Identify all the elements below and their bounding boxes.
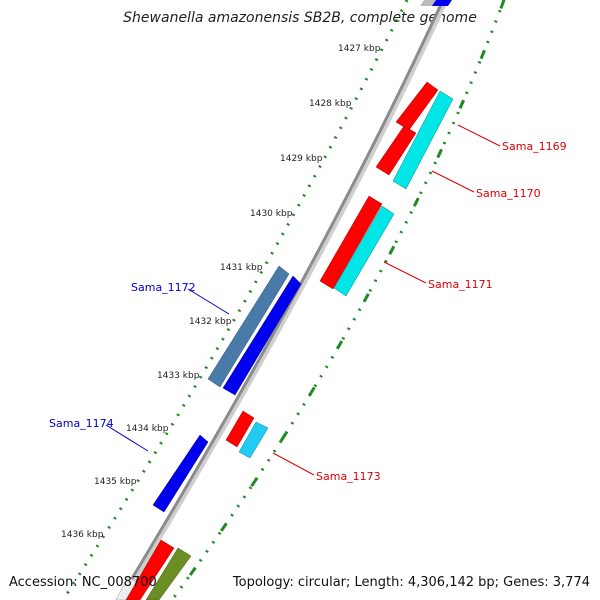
kbp-tick-label: 1429 kbp [280, 154, 323, 164]
leader-sama-1173 [272, 452, 315, 476]
kbp-ticks: 1427 kbp 1428 kbp 1429 kbp 1430 kbp 1431… [61, 44, 381, 540]
gene-label-sama-1174: Sama_1174 [49, 417, 114, 430]
outer-tick-ruler-major [170, 0, 506, 600]
kbp-tick-label: 1433 kbp [157, 371, 200, 381]
kbp-tick-label: 1428 kbp [309, 99, 352, 109]
map-title: Shewanella amazonensis SB2B, complete ge… [123, 10, 477, 26]
gene-sama-1173-red [225, 410, 255, 448]
kbp-tick-label: 1434 kbp [126, 424, 169, 434]
gene-bottom-red [125, 539, 175, 600]
kbp-tick-label: 1435 kbp [94, 477, 137, 487]
gene-label-sama-1173: Sama_1173 [316, 470, 381, 483]
gene-label-sama-1170: Sama_1170 [476, 187, 541, 200]
leader-sama-1169 [457, 124, 501, 147]
gene-sama-1171-red [319, 195, 383, 290]
leader-sama-1174 [105, 424, 149, 452]
gene-bottom-olive [145, 547, 192, 600]
gene-sama-1172 [207, 265, 290, 388]
gene-sama-1169b [375, 125, 417, 176]
kbp-tick-label: 1432 kbp [189, 317, 232, 327]
kbp-tick-label: 1431 kbp [220, 263, 263, 273]
leader-sama-1172 [187, 288, 230, 315]
kbp-tick-label: 1427 kbp [338, 44, 381, 54]
kbp-tick-label: 1436 kbp [61, 530, 104, 540]
gene-label-sama-1169: Sama_1169 [502, 140, 567, 153]
leader-sama-1170 [431, 170, 475, 193]
gene-sama-1173 [238, 421, 269, 459]
leader-sama-1171 [383, 261, 427, 284]
gene-label-sama-1171: Sama_1171 [428, 278, 493, 291]
gene-sama-1172-blue [222, 275, 302, 396]
gene-label-sama-1172: Sama_1172 [131, 281, 196, 294]
topology-text: Topology: circular; Length: 4,306,142 bp… [232, 575, 590, 590]
accession-text: Accession: NC_008700 [9, 575, 157, 590]
gene-sama-1170 [392, 90, 454, 190]
gene-top-blue [432, 0, 452, 6]
backbone-shadow [119, 0, 449, 600]
gene-sama-1171 [333, 205, 395, 297]
outer-tick-ruler [170, 0, 506, 600]
inner-tick-ruler [61, 0, 409, 600]
kbp-tick-label: 1430 kbp [250, 209, 293, 219]
gene-sama-1174 [152, 434, 209, 513]
gene-bottom-white [115, 576, 141, 600]
